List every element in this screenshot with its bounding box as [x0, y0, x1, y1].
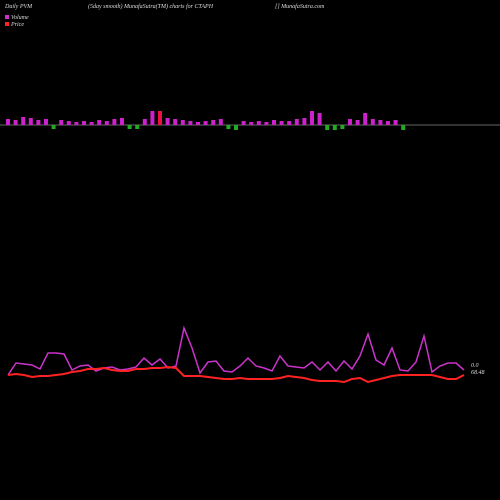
bar: [355, 120, 360, 125]
bar: [180, 120, 185, 125]
bar: [66, 121, 71, 125]
bar: [363, 113, 368, 125]
bar: [340, 125, 345, 129]
bar: [234, 125, 238, 130]
bar: [401, 125, 406, 130]
line: [7, 325, 465, 376]
bar: [203, 121, 208, 125]
end-label: 0.0: [471, 363, 479, 369]
bar: [21, 117, 26, 125]
bar: [211, 120, 216, 125]
end-label: 68.48: [471, 369, 485, 376]
bar: [188, 121, 193, 125]
bar: [279, 121, 284, 125]
bar: [28, 118, 33, 125]
bar: [256, 121, 261, 125]
bar: [59, 120, 64, 125]
bar: [218, 119, 223, 125]
bar: [150, 111, 155, 125]
bar: [158, 111, 162, 125]
bar: [272, 120, 276, 125]
bar: [393, 120, 398, 125]
legend-swatch: [5, 22, 9, 26]
bar: [317, 113, 322, 125]
legend-swatch: [5, 15, 9, 19]
bar: [173, 119, 178, 125]
bar: [325, 125, 330, 130]
bar: [142, 119, 147, 125]
bar: [264, 122, 269, 125]
bar: [6, 119, 10, 125]
bar: [97, 120, 102, 125]
bar: [386, 121, 390, 125]
bar: [13, 120, 18, 125]
bar: [241, 121, 246, 125]
legend-label: Price: [10, 22, 24, 28]
bar: [112, 119, 117, 125]
legend-label: Volume: [11, 15, 29, 21]
bar: [196, 122, 200, 125]
title-center: (5day smooth) MunafaSutra(TM) charts for…: [88, 3, 214, 10]
bar: [36, 120, 41, 125]
bar: [378, 120, 383, 125]
bar: [89, 122, 94, 125]
bar: [104, 121, 109, 125]
line: [7, 365, 465, 384]
bar: [310, 111, 314, 125]
bar: [127, 125, 132, 129]
bar: [120, 118, 124, 125]
title-left: Daily PVM: [4, 4, 33, 10]
bar: [82, 121, 86, 125]
bar: [348, 119, 352, 125]
bar: [302, 118, 307, 125]
bar: [287, 121, 292, 125]
bar: [74, 122, 79, 125]
bar: [135, 125, 140, 129]
bar: [51, 125, 56, 129]
bar: [332, 125, 337, 130]
bar: [165, 118, 170, 125]
bar: [44, 119, 48, 125]
bar: [226, 125, 231, 129]
bar: [370, 119, 375, 125]
bar: [294, 119, 299, 125]
title-right: [] MunafaSutra.com: [275, 3, 325, 10]
bar: [249, 122, 254, 125]
